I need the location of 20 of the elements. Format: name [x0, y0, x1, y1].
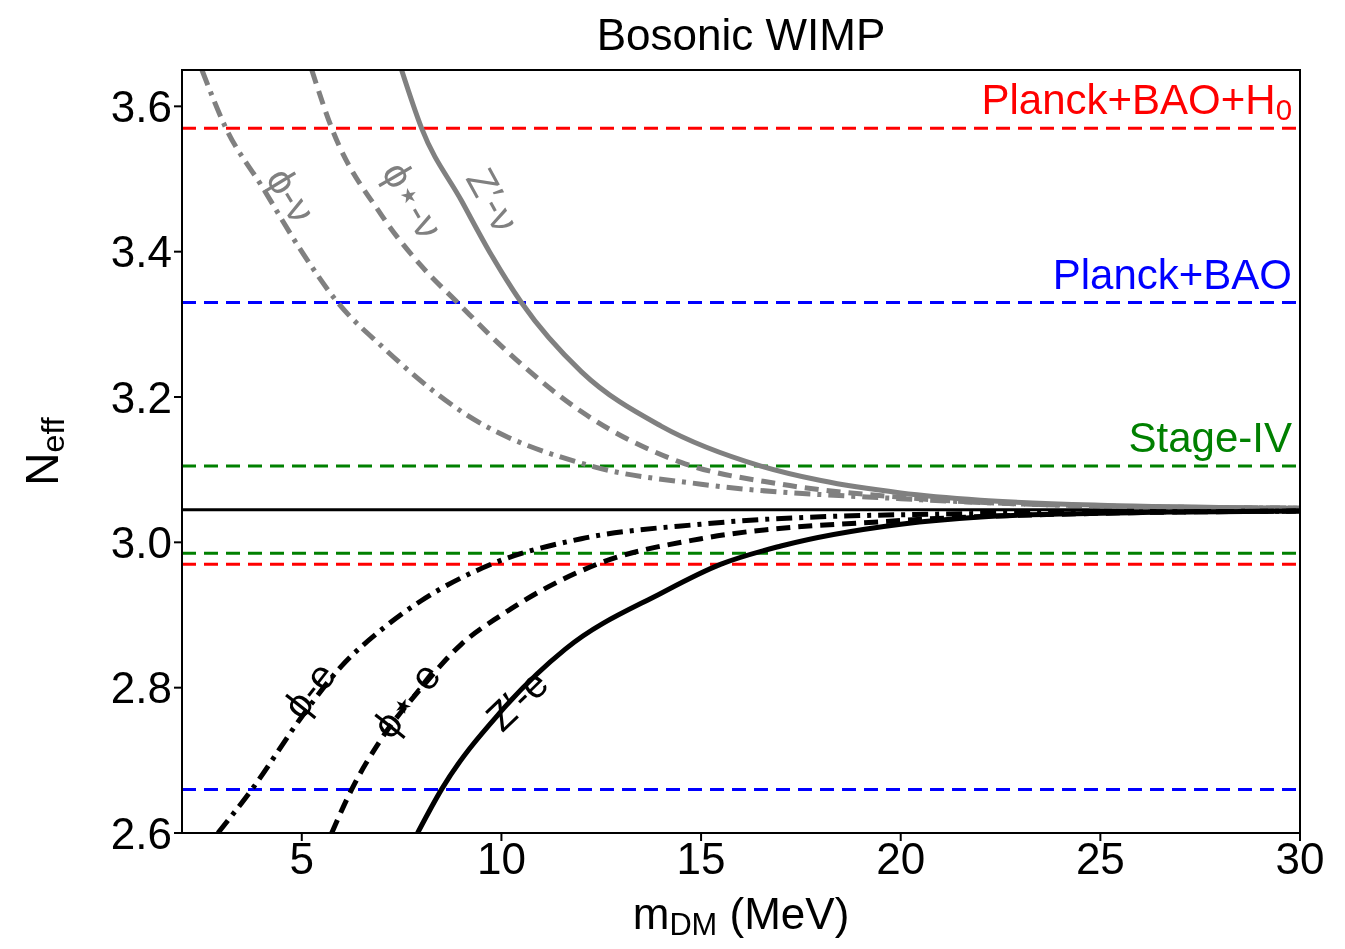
x-tick-label: 30 [1275, 834, 1325, 884]
text: Z′-ν [458, 160, 529, 240]
y-tick-label: 2.8 [110, 663, 172, 713]
ref-line-label: Planck+BAO [1052, 250, 1292, 298]
ref-line-label: Planck+BAO+H$_{0}$ [981, 76, 1292, 126]
text: ϕ-ν [257, 159, 325, 231]
ref-line-label: Stage-IV [1128, 414, 1292, 462]
x-tick-label: 5 [289, 834, 315, 884]
chart-title: Bosonic WIMP [596, 10, 886, 59]
text: ϕ⋆-ν [373, 154, 453, 246]
y-tick-label: 3.2 [110, 372, 172, 422]
x-tick-label: 15 [676, 834, 726, 884]
y-tick-label: 3.6 [110, 81, 172, 131]
y-tick-label: 2.6 [110, 808, 172, 858]
x-tick-label: 25 [1075, 834, 1125, 884]
x-axis-title: m$_{DM}$ (MeV) [632, 889, 850, 943]
y-tick-label: 3.0 [110, 517, 172, 567]
y-tick-label: 3.4 [110, 227, 172, 277]
x-tick-label: 20 [876, 834, 926, 884]
x-tick-label: 10 [476, 834, 526, 884]
